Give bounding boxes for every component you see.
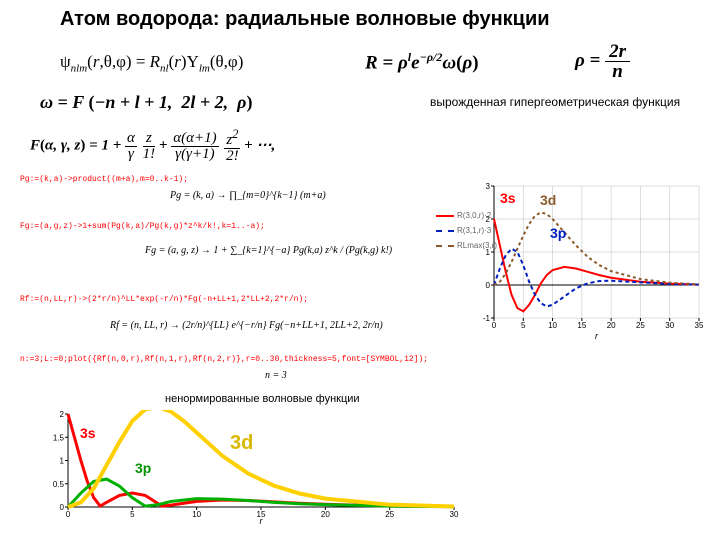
- svg-text:5: 5: [521, 321, 526, 330]
- series-label: 3d: [230, 432, 253, 455]
- svg-text:0: 0: [492, 321, 497, 330]
- svg-text:20: 20: [321, 510, 330, 519]
- svg-text:0: 0: [66, 510, 71, 519]
- chart-bottom: 05101520253000.511.52r: [40, 410, 460, 525]
- svg-text:25: 25: [636, 321, 645, 330]
- formula-psi: ψnlm(r,θ,φ) = Rnl(r)Ylm(θ,φ): [60, 52, 243, 74]
- math-line: n = 3: [265, 370, 287, 381]
- svg-text:1: 1: [60, 457, 65, 466]
- svg-text:30: 30: [665, 321, 674, 330]
- page-title: Атом водорода: радиальные волновые функц…: [60, 8, 550, 31]
- legend-item: RLmax(3,r): [436, 240, 497, 250]
- svg-text:25: 25: [385, 510, 394, 519]
- formula-omega: ω = F (−n + l + 1, 2l + 2, ρ): [40, 92, 252, 113]
- formula-F-series: F(α, γ, z) = 1 + αγ z1! + α(α+1)γ(γ+1) z…: [30, 128, 275, 164]
- math-line: Rf = (n, LL, r) → (2r/n)^{LL} e^{−r/n} F…: [110, 320, 383, 331]
- math-line: Fg = (a, g, z) → 1 + ∑_{k=1}^{−a} Pg(k,a…: [145, 245, 392, 256]
- legend-item: R(3,0,r)·2: [436, 210, 491, 220]
- svg-text:0.5: 0.5: [53, 480, 65, 489]
- svg-text:2: 2: [60, 410, 65, 419]
- svg-text:10: 10: [192, 510, 201, 519]
- chart-top: 05101520253035-10123r: [430, 180, 705, 340]
- formula-R: R = ρle−ρ/2ω(ρ): [365, 50, 479, 74]
- svg-text:1.5: 1.5: [53, 433, 65, 442]
- series-label: 3p: [550, 225, 566, 241]
- code-line: n:=3;L:=0;plot({Rf(n,0,r),Rf(n,1,r),Rf(n…: [20, 355, 428, 364]
- code-line: Rf:=(n,LL,r)->(2*r/n)^LL*exp(-r/n)*Fg(-n…: [20, 295, 308, 304]
- svg-text:30: 30: [450, 510, 459, 519]
- series-label: 3s: [500, 190, 516, 206]
- svg-text:3: 3: [486, 182, 491, 191]
- svg-text:-1: -1: [483, 314, 491, 323]
- series-label: 3d: [540, 192, 556, 208]
- math-line: Pg = (k, a) → ∏_{m=0}^{k−1} (m+a): [170, 190, 326, 201]
- code-line: Fg:=(a,g,z)->1+sum(Pg(k,a)/Pg(k,g)*z^k/k…: [20, 222, 265, 231]
- svg-text:0: 0: [60, 503, 65, 512]
- series-label: 3p: [135, 460, 151, 476]
- annotation-hypergeom: вырожденная гипергеометрическая функция: [430, 95, 680, 109]
- formula-rho: ρ = 2rn: [575, 42, 630, 81]
- svg-text:5: 5: [130, 510, 135, 519]
- svg-text:35: 35: [695, 321, 704, 330]
- series-label: 3s: [80, 425, 96, 441]
- svg-text:0: 0: [486, 281, 491, 290]
- annotation-unnorm: ненормированные волновые функции: [165, 393, 360, 405]
- svg-text:r: r: [595, 331, 599, 340]
- legend-item: R(3,1,r)·3: [436, 225, 491, 235]
- svg-text:15: 15: [577, 321, 586, 330]
- svg-text:10: 10: [548, 321, 557, 330]
- svg-text:20: 20: [607, 321, 616, 330]
- code-line: Pg:=(k,a)->product((m+a),m=0..k-1);: [20, 175, 188, 184]
